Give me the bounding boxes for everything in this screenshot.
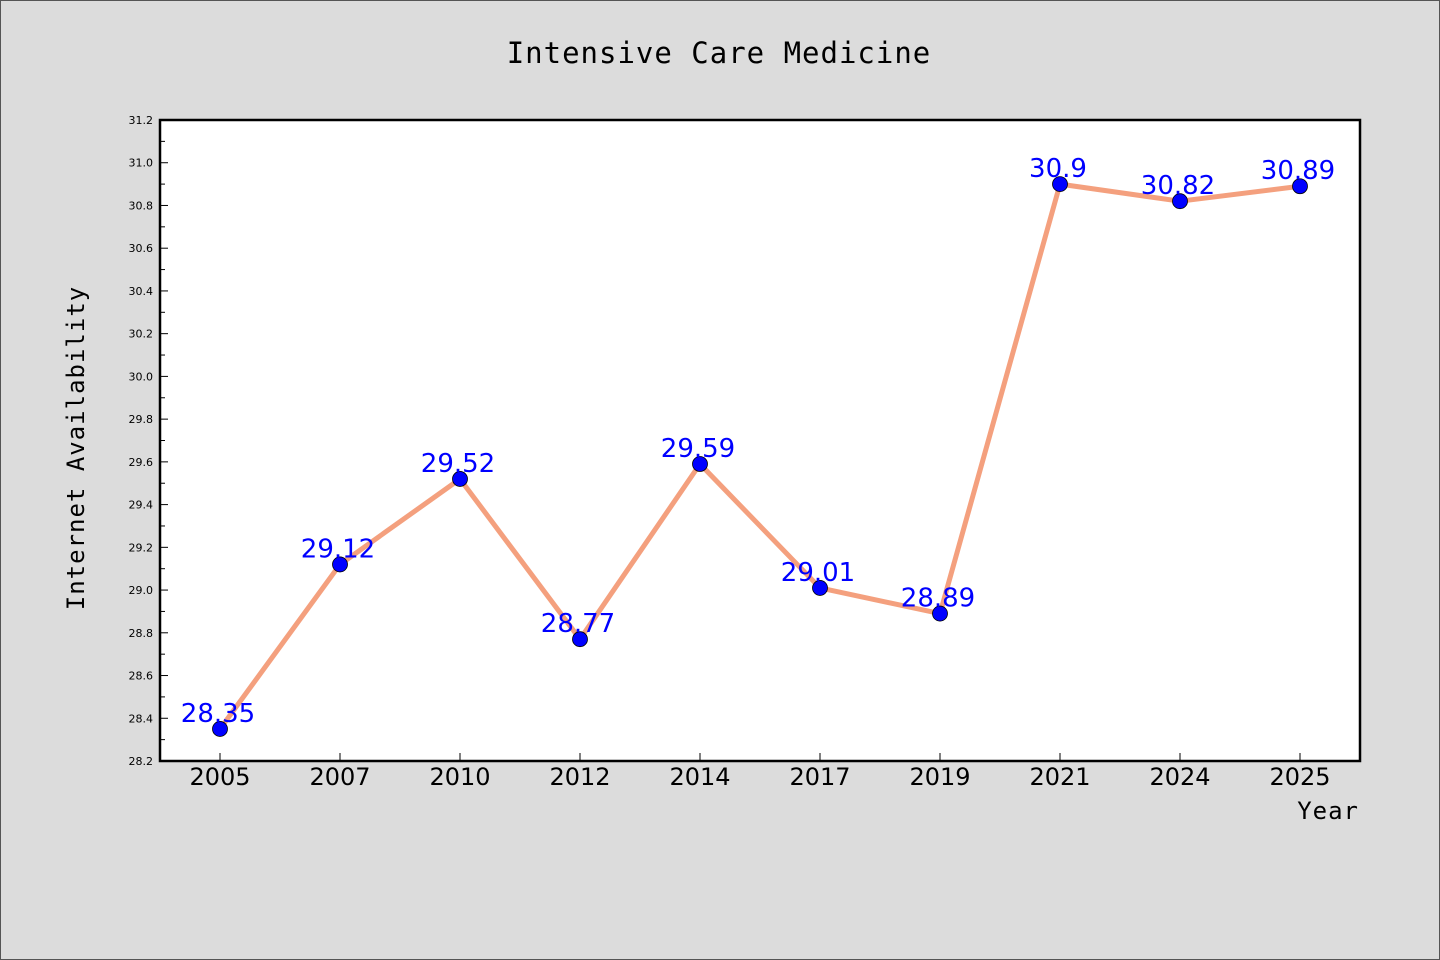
y-tick-label: 30.4 (129, 285, 154, 298)
y-tick-label: 31.2 (129, 114, 154, 127)
x-tick-label: 2010 (429, 763, 490, 791)
data-point (452, 471, 468, 487)
y-tick-label: 28.4 (129, 712, 154, 725)
x-tick-label: 2005 (189, 763, 250, 791)
data-label: 28.77 (541, 609, 615, 639)
data-label: 30.9 (1029, 154, 1087, 184)
x-tick-label: 2014 (669, 763, 730, 791)
x-tick-label: 2012 (549, 763, 610, 791)
data-label: 29.12 (301, 534, 375, 564)
x-tick-label: 2025 (1269, 763, 1330, 791)
data-point (212, 721, 228, 737)
data-label: 28.89 (901, 584, 975, 614)
data-point (572, 631, 588, 648)
y-tick-label: 30.0 (129, 370, 154, 383)
data-label: 28.35 (181, 699, 255, 729)
data-point (692, 456, 708, 472)
y-tick-label: 30.6 (129, 242, 154, 255)
data-label: 29.52 (421, 449, 495, 479)
y-axis: 28.2 28.4 28.6 28.8 29.0 29.2 29.4 29.6 29.8 30.0… (129, 114, 168, 768)
y-tick-label: 28.8 (129, 627, 154, 640)
x-tick-label: 2007 (309, 763, 370, 791)
x-axis: 2005 2007 2010 2012 2014 2017 2019 2021 2024 2025 (189, 753, 1331, 791)
data-point (812, 580, 828, 596)
data-point (1172, 193, 1188, 210)
data-label: 29.59 (661, 434, 735, 464)
data-point (932, 605, 948, 622)
y-tick-label: 29.6 (129, 456, 154, 469)
y-axis-label: Internet Availability (62, 286, 90, 610)
y-tick-label: 30.8 (129, 199, 154, 212)
y-tick-label: 28.2 (129, 755, 154, 768)
y-tick-label: 29.0 (129, 584, 154, 597)
x-tick-label: 2024 (1149, 763, 1210, 791)
x-axis-label: Year (1297, 797, 1359, 825)
data-label: 29.01 (781, 558, 855, 588)
y-tick-label: 29.8 (129, 413, 154, 426)
y-tick-label: 30.2 (129, 328, 154, 341)
data-point (1292, 178, 1308, 195)
data-point (332, 556, 348, 573)
plot-area (158, 118, 1362, 763)
x-tick-label: 2019 (909, 763, 970, 791)
series-layer: 28.35 29.12 29.52 28.77 29.59 29.01 28.89 30.9 3… (181, 154, 1335, 737)
y-tick-label: 29.2 (129, 541, 154, 554)
y-tick-label: 28.6 (129, 670, 154, 683)
x-tick-label: 2017 (789, 763, 850, 791)
y-tick-label: 29.4 (129, 499, 154, 512)
y-tick-label: 31.0 (129, 157, 154, 170)
chart-title: Intensive Care Medicine (507, 36, 932, 70)
x-tick-label: 2021 (1029, 763, 1090, 791)
data-label: 30.82 (1141, 171, 1215, 201)
series-line (217, 181, 1301, 731)
data-label: 30.89 (1261, 156, 1335, 186)
data-point (1052, 176, 1068, 193)
